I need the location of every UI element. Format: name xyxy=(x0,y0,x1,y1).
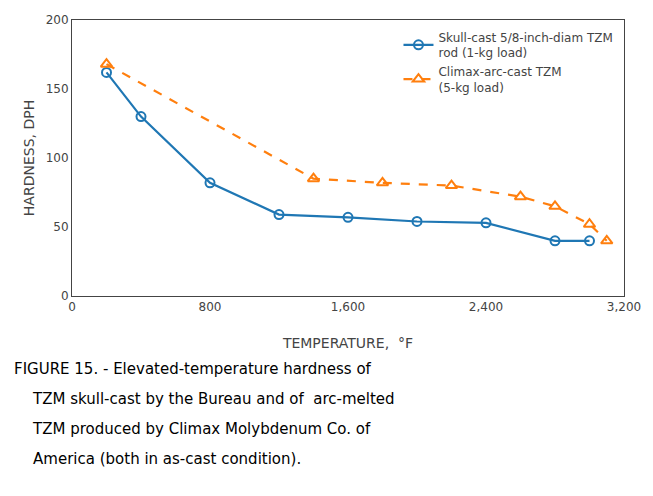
svg-text:0: 0 xyxy=(61,289,69,303)
svg-text:100: 100 xyxy=(46,151,69,165)
svg-text:America (both in as-cast condi: America (both in as-cast condition). xyxy=(14,450,301,468)
svg-text:FIGURE 15. - Elevated-temperat: FIGURE 15. - Elevated-temperature hardne… xyxy=(14,360,372,378)
svg-text:150: 150 xyxy=(46,82,69,96)
svg-text:3,200: 3,200 xyxy=(607,300,641,314)
svg-text:TZM skull-cast by the Bureau a: TZM skull-cast by the Bureau and of arc-… xyxy=(14,390,395,408)
svg-text:TEMPERATURE, °F: TEMPERATURE, °F xyxy=(282,335,413,351)
svg-text:HARDNESS, DPH: HARDNESS, DPH xyxy=(21,100,37,216)
svg-text:1,600: 1,600 xyxy=(331,300,365,314)
svg-text:TZM produced by Climax Molybde: TZM produced by Climax Molybdenum Co. of xyxy=(14,420,371,438)
svg-text:800: 800 xyxy=(199,300,222,314)
svg-text:0: 0 xyxy=(68,300,76,314)
svg-text:2,400: 2,400 xyxy=(469,300,503,314)
svg-text:Climax-arc-cast TZM(5-kg load): Climax-arc-cast TZM(5-kg load) xyxy=(438,65,561,95)
svg-text:200: 200 xyxy=(46,13,69,27)
svg-text:Skull-cast 5/8-inch-diam TZMro: Skull-cast 5/8-inch-diam TZMrod (1-kg lo… xyxy=(438,31,612,61)
svg-text:50: 50 xyxy=(53,220,68,234)
